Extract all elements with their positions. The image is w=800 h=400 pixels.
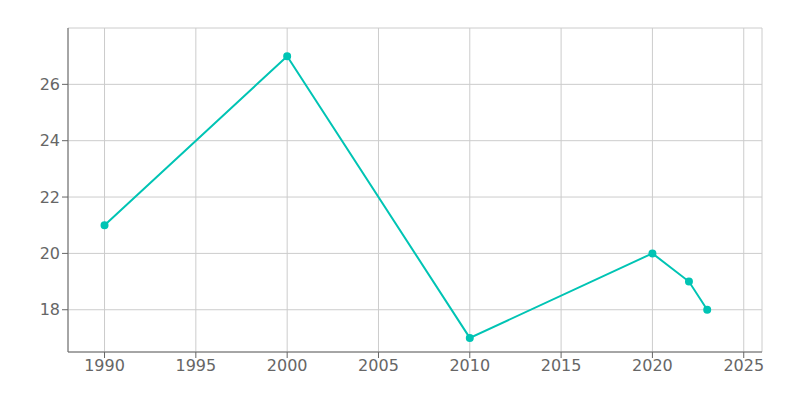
svg-text:20: 20 [40, 244, 60, 263]
svg-text:24: 24 [40, 131, 60, 150]
svg-text:26: 26 [40, 75, 60, 94]
svg-text:2000: 2000 [267, 356, 308, 375]
svg-text:1995: 1995 [175, 356, 216, 375]
svg-text:1990: 1990 [84, 356, 125, 375]
svg-text:22: 22 [40, 188, 60, 207]
svg-text:2020: 2020 [632, 356, 673, 375]
svg-text:2025: 2025 [723, 356, 764, 375]
svg-text:2010: 2010 [449, 356, 490, 375]
svg-text:2015: 2015 [541, 356, 582, 375]
svg-text:2005: 2005 [358, 356, 399, 375]
svg-text:18: 18 [40, 300, 60, 319]
